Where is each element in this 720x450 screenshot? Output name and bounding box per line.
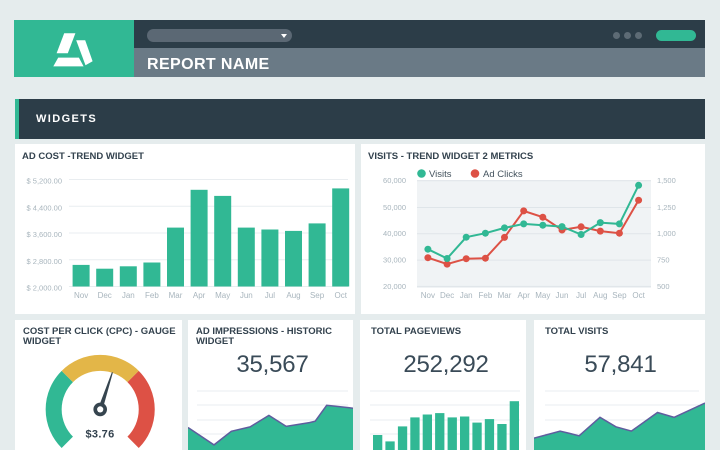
svg-text:60,000: 60,000: [383, 176, 406, 185]
svg-text:500: 500: [657, 282, 670, 291]
svg-text:Jun: Jun: [240, 291, 253, 300]
svg-text:$3.76: $3.76: [85, 429, 114, 441]
svg-text:Sep: Sep: [310, 291, 325, 300]
svg-text:Dec: Dec: [98, 291, 112, 300]
svg-text:$ 2,000.00: $ 2,000.00: [27, 284, 62, 293]
svg-text:Oct: Oct: [334, 291, 347, 300]
svg-text:40,000: 40,000: [383, 229, 406, 238]
svg-text:Jan: Jan: [460, 291, 473, 300]
svg-text:Dec: Dec: [440, 291, 454, 300]
svg-text:Nov: Nov: [421, 291, 435, 300]
svg-text:$ 2,800.00: $ 2,800.00: [27, 257, 62, 266]
svg-text:Feb: Feb: [479, 291, 493, 300]
svg-text:Jul: Jul: [576, 291, 586, 300]
svg-text:Oct: Oct: [632, 291, 645, 300]
svg-text:May: May: [535, 291, 550, 300]
svg-text:Sep: Sep: [612, 291, 627, 300]
svg-text:Aug: Aug: [593, 291, 607, 300]
svg-text:May: May: [215, 291, 230, 300]
svg-text:Mar: Mar: [498, 291, 512, 300]
svg-text:$ 4,400.00: $ 4,400.00: [27, 203, 62, 212]
svg-text:Apr: Apr: [517, 291, 530, 300]
svg-text:Mar: Mar: [169, 291, 183, 300]
svg-text:30,000: 30,000: [383, 256, 406, 265]
svg-text:1,000: 1,000: [657, 229, 676, 238]
svg-text:Visits: Visits: [429, 169, 452, 180]
svg-text:Apr: Apr: [193, 291, 206, 300]
svg-text:Jan: Jan: [122, 291, 135, 300]
svg-text:Jun: Jun: [556, 291, 569, 300]
svg-text:20,000: 20,000: [383, 282, 406, 291]
svg-text:Aug: Aug: [286, 291, 300, 300]
svg-text:Feb: Feb: [145, 291, 159, 300]
svg-text:Jul: Jul: [265, 291, 275, 300]
svg-text:$ 5,200.00: $ 5,200.00: [27, 177, 62, 186]
svg-text:Nov: Nov: [74, 291, 88, 300]
svg-text:1,500: 1,500: [657, 176, 676, 185]
svg-text:$ 3,600.00: $ 3,600.00: [27, 230, 62, 239]
svg-text:Ad Clicks: Ad Clicks: [483, 169, 523, 180]
svg-text:750: 750: [657, 256, 670, 265]
svg-text:50,000: 50,000: [383, 203, 406, 212]
svg-text:1,250: 1,250: [657, 203, 676, 212]
